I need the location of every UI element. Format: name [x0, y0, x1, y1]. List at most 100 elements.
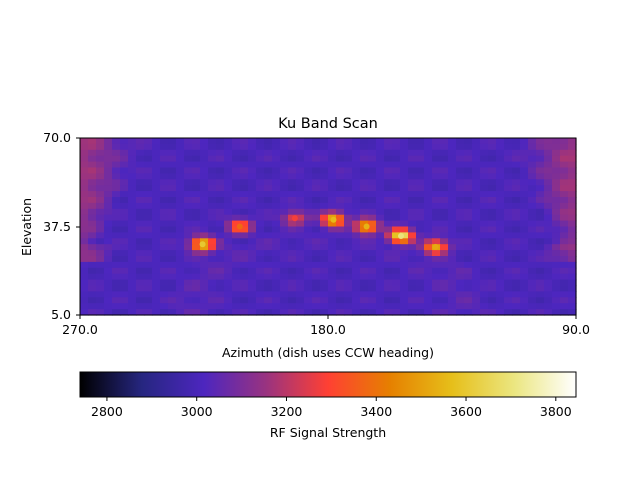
heatmap-cell	[232, 167, 241, 174]
heatmap-cell	[464, 173, 473, 180]
heatmap-cell	[440, 303, 449, 310]
heatmap-cell	[184, 138, 193, 145]
heatmap-cell	[200, 149, 209, 157]
heatmap-cell	[416, 191, 425, 198]
heatmap-cell	[360, 173, 369, 180]
heatmap-cell	[552, 155, 561, 163]
heatmap-cell	[328, 309, 337, 316]
heatmap-cell	[416, 261, 425, 269]
heatmap-cell	[336, 138, 345, 145]
heatmap-cell	[320, 244, 329, 251]
heatmap-cell	[504, 185, 513, 192]
heatmap-cell	[424, 279, 433, 287]
heatmap-cell	[328, 185, 337, 192]
heatmap-cell	[544, 297, 553, 304]
heatmap-cell	[528, 297, 537, 304]
heatmap-cell	[520, 185, 529, 192]
heatmap-cell	[536, 279, 545, 287]
heatmap-cell	[264, 256, 273, 263]
heatmap-cell	[384, 167, 393, 174]
heatmap-cell	[120, 155, 129, 163]
heatmap-cell	[160, 244, 169, 251]
heatmap-cell	[560, 244, 569, 251]
heatmap-cell	[352, 202, 361, 210]
heatmap-cell	[352, 155, 361, 163]
heatmap-cell	[152, 303, 161, 310]
heatmap-cell	[528, 285, 537, 292]
heatmap-cell	[480, 273, 489, 281]
heatmap-cell	[520, 256, 529, 263]
heatmap-cell	[232, 291, 241, 298]
heatmap-cell	[504, 149, 513, 157]
heatmap-cell	[544, 214, 553, 222]
heatmap-cell	[312, 161, 321, 169]
heatmap-cell	[216, 149, 225, 157]
heatmap-cell	[352, 191, 361, 198]
heatmap-cell	[136, 285, 145, 292]
heatmap-cell	[472, 261, 481, 269]
heatmap-cell	[248, 161, 257, 169]
heatmap-cell	[128, 261, 137, 269]
heatmap-cell	[392, 220, 401, 228]
heatmap-cell	[456, 202, 465, 210]
heatmap-cell	[168, 220, 177, 228]
heatmap-cell	[256, 273, 265, 281]
heatmap-cell	[128, 273, 137, 281]
heatmap-cell	[208, 261, 217, 269]
heatmap-cell	[192, 244, 201, 251]
heatmap-cell	[464, 285, 473, 292]
heatmap-cell	[232, 267, 241, 275]
heatmap-cell	[304, 273, 313, 281]
heatmap-cell	[80, 226, 89, 233]
heatmap-cell	[80, 285, 89, 292]
heatmap-cell	[248, 232, 257, 239]
heatmap-cell	[472, 197, 481, 204]
heatmap-cell	[280, 179, 289, 186]
heatmap-cell	[288, 173, 297, 180]
heatmap-cell	[88, 267, 97, 275]
heatmap-cell	[568, 309, 577, 316]
heatmap-cell	[176, 191, 185, 198]
heatmap-cell	[168, 167, 177, 174]
heatmap-cell	[544, 143, 553, 151]
heatmap-cell	[280, 303, 289, 310]
heatmap-cell	[344, 261, 353, 269]
heatmap-cell	[152, 138, 161, 145]
heatmap-cell	[552, 161, 561, 169]
heatmap-cell	[80, 220, 89, 228]
heatmap-cell	[424, 138, 433, 145]
heatmap-cell	[144, 155, 153, 163]
heatmap-cell	[128, 197, 137, 204]
heatmap-cell	[304, 267, 313, 275]
heatmap-cell	[96, 244, 105, 251]
heatmap-cell	[552, 238, 561, 245]
heatmap-cell	[96, 273, 105, 281]
heatmap-cell	[472, 143, 481, 151]
heatmap-cell	[328, 220, 337, 228]
heatmap-cell	[496, 138, 505, 145]
heatmap-cell	[312, 149, 321, 157]
heatmap-cell	[176, 309, 185, 316]
heatmap-cell	[384, 197, 393, 204]
heatmap-cell	[480, 155, 489, 163]
heatmap-cell	[336, 303, 345, 310]
heatmap-cell	[360, 303, 369, 310]
heatmap-cell	[280, 273, 289, 281]
heatmap-cell	[304, 285, 313, 292]
heatmap-cell	[424, 167, 433, 174]
heatmap-cell	[384, 256, 393, 263]
heatmap-cell	[520, 143, 529, 151]
heatmap-cell	[400, 220, 409, 228]
heatmap-cell	[304, 179, 313, 186]
heatmap-cell	[232, 244, 241, 251]
heatmap-cell	[192, 309, 201, 316]
heatmap-cell	[336, 273, 345, 281]
heatmap-cell	[320, 285, 329, 292]
heatmap-cell	[160, 267, 169, 275]
heatmap-cell	[240, 191, 249, 198]
heatmap-cell	[480, 179, 489, 186]
heatmap-cell	[336, 214, 345, 222]
heatmap-cell	[232, 191, 241, 198]
heatmap-cell	[416, 185, 425, 192]
heatmap-cell	[408, 197, 417, 204]
